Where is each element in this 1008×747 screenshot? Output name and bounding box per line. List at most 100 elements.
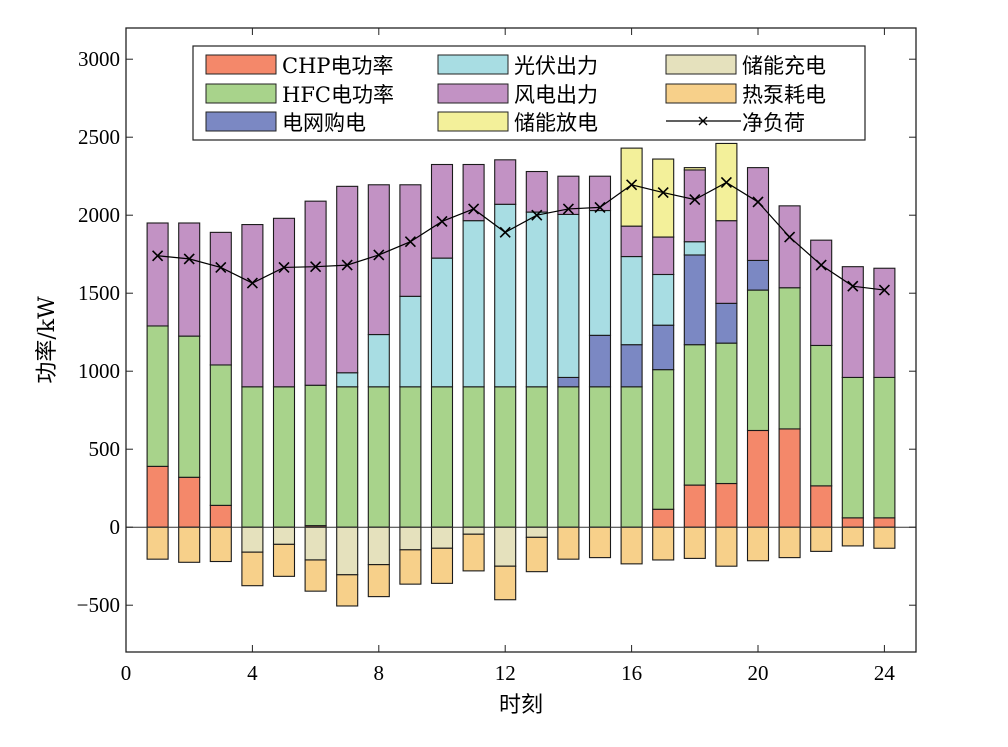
bar-segment <box>241 551 264 587</box>
bar-segment <box>620 255 643 346</box>
bar-segment <box>525 211 548 388</box>
legend-label: 电网购电 <box>282 111 366 135</box>
bar-segment <box>367 526 390 566</box>
legend-item: 储能充电 <box>665 54 826 78</box>
bar-segment <box>146 325 169 467</box>
y-tick-label: 1000 <box>78 359 120 383</box>
bar-segment <box>652 369 675 510</box>
bar-segment <box>241 224 264 388</box>
bar-segment <box>683 169 706 243</box>
bar-segment <box>494 159 517 205</box>
bar-segment <box>525 536 548 573</box>
bar-segment <box>620 526 643 565</box>
bar-segment <box>178 335 201 478</box>
net-load-marker <box>657 187 669 199</box>
bar-segment <box>841 517 864 528</box>
net-load-marker <box>278 261 290 274</box>
legend-item: CHP电功率 <box>205 54 394 78</box>
bar-segment <box>336 372 359 388</box>
bar-segment <box>683 484 706 528</box>
y-tick-label: 1500 <box>78 281 120 305</box>
y-tick-label: 2500 <box>78 125 120 149</box>
bar-segment <box>304 526 327 561</box>
bar-segment <box>241 386 264 528</box>
bar-segment <box>430 163 454 259</box>
legend-swatch <box>437 54 509 75</box>
net-load-marker <box>499 226 511 238</box>
bar-segment <box>336 185 359 374</box>
bar-segment <box>462 526 485 535</box>
bar-segment <box>873 517 896 528</box>
bar-segment <box>146 465 169 528</box>
x-tick-label: 0 <box>121 661 132 685</box>
bar-segment <box>399 549 422 585</box>
bar-segment <box>399 295 422 388</box>
bar-segment <box>588 386 612 528</box>
bar-segment <box>652 158 675 238</box>
bar-segment <box>430 386 454 528</box>
net-load-marker <box>246 277 258 289</box>
net-load-marker <box>404 236 416 248</box>
bar-segment <box>746 259 770 291</box>
x-axis-title: 时刻 <box>499 693 543 718</box>
bar-segment <box>494 526 517 567</box>
net-load-marker <box>436 215 448 228</box>
axes-layer: −500 0 500 1000 1500 2000 2500 3000 0 4 8 12 16 20 24 <box>77 27 917 685</box>
net-load-marker <box>152 250 164 262</box>
net-load-marker <box>468 203 480 215</box>
bar-segment <box>209 526 232 563</box>
legend-label: 热泵耗电 <box>742 83 826 107</box>
net-load-marker <box>310 261 322 273</box>
x-tick-label: 4 <box>247 661 258 685</box>
bar-segment <box>778 526 801 559</box>
y-tick-label: 3000 <box>78 47 120 71</box>
legend-label: 储能放电 <box>514 111 598 135</box>
bar-segment <box>557 526 580 560</box>
bar-segment <box>146 526 169 560</box>
net-load-marker <box>215 261 227 274</box>
bar-segment <box>241 526 264 553</box>
legend-label: 净负荷 <box>742 111 805 135</box>
bar-segment <box>367 333 390 388</box>
legend-label: HFC电功率 <box>282 83 394 107</box>
bar-segment <box>178 476 201 528</box>
net-load-marker <box>183 253 195 265</box>
bar-segment <box>588 175 612 212</box>
bar-segment <box>399 386 422 528</box>
bar-segment <box>683 344 706 486</box>
bar-segment <box>841 266 864 378</box>
bar-segment <box>588 526 612 559</box>
bar-segment <box>336 386 359 528</box>
legend-label: 风电出力 <box>514 83 598 107</box>
bar-segment <box>652 508 675 528</box>
bar-segment <box>178 222 201 337</box>
legend-swatch <box>665 83 737 104</box>
bar-segment <box>557 175 580 215</box>
bar-segment <box>873 376 896 519</box>
net-load-line <box>157 181 885 291</box>
bar-segment <box>557 213 580 378</box>
bar-segment <box>810 526 833 552</box>
bar-segment <box>557 376 580 388</box>
bar-segment <box>778 428 801 528</box>
net-load-marker <box>878 284 890 296</box>
net-load-marker <box>594 201 606 213</box>
bar-segment <box>683 254 706 346</box>
bar-segment <box>873 267 896 378</box>
bar-segment <box>715 526 738 567</box>
bar-segment <box>304 200 327 386</box>
bar-segment <box>272 543 296 577</box>
net-load-marker <box>562 203 574 215</box>
bar-segment <box>810 344 833 487</box>
net-load-marker <box>752 196 764 208</box>
bar-segment <box>620 386 643 528</box>
bar-segment <box>462 163 485 222</box>
net-load-marker <box>784 231 796 243</box>
bar-segment <box>494 565 517 601</box>
legend-item: 风电出力 <box>437 83 598 107</box>
bar-segment <box>715 342 738 485</box>
bar-segment <box>683 241 706 256</box>
bar-segment <box>209 364 232 506</box>
bar-segment <box>810 485 833 528</box>
x-tick-label: 24 <box>874 661 896 685</box>
